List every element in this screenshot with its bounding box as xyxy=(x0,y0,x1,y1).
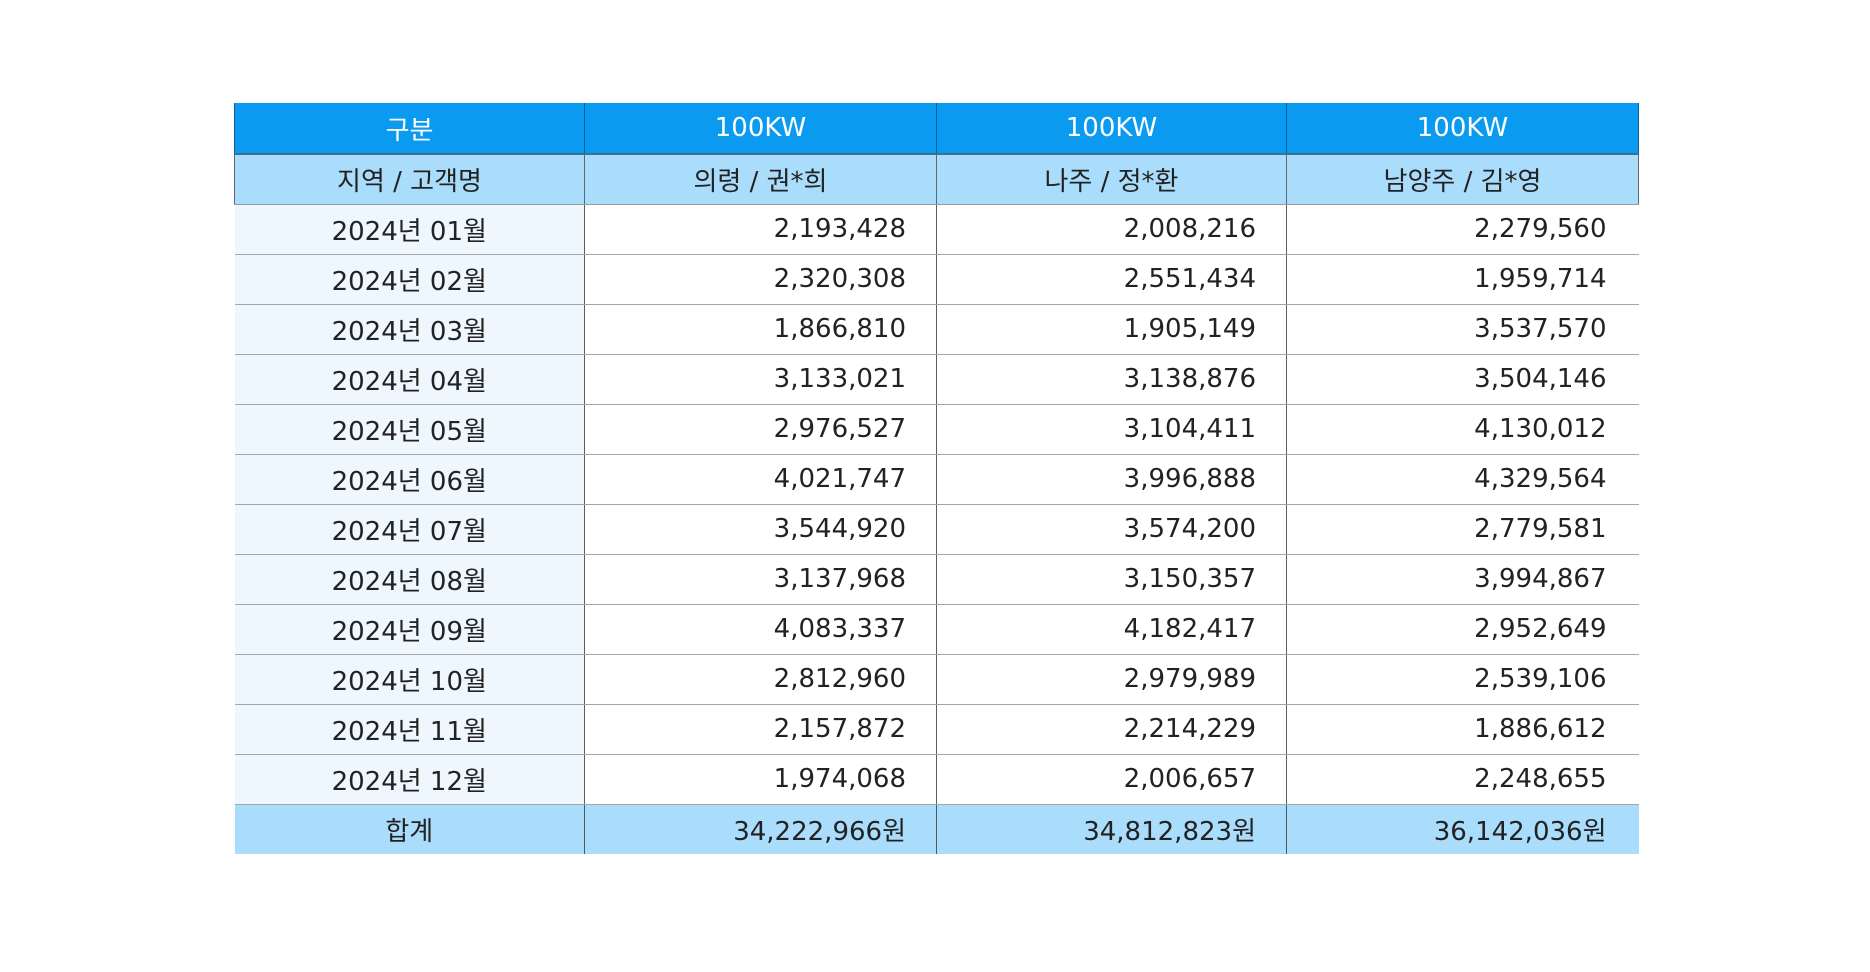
value-cell: 2,248,655 xyxy=(1286,754,1639,805)
period-cell: 2024년 06월 xyxy=(234,454,585,505)
value-cell: 2,279,560 xyxy=(1286,204,1639,255)
value-cell: 2,008,216 xyxy=(936,204,1287,255)
value-cell: 2,952,649 xyxy=(1286,604,1639,655)
table-row: 2024년 04월 3,133,021 3,138,876 3,504,146 xyxy=(234,354,1639,405)
revenue-table-container: 구분 100KW 100KW 100KW 지역 / 고객명 의령 / 권*희 나… xyxy=(234,103,1639,854)
value-cell: 3,133,021 xyxy=(584,354,937,405)
value-cell: 4,329,564 xyxy=(1286,454,1639,505)
table-row: 2024년 12월 1,974,068 2,006,657 2,248,655 xyxy=(234,754,1639,805)
value-cell: 3,996,888 xyxy=(936,454,1287,505)
value-cell: 3,137,968 xyxy=(584,554,937,605)
total-value-cell: 36,142,036원 xyxy=(1286,804,1639,854)
subheader-label-cell: 지역 / 고객명 xyxy=(234,153,585,205)
value-cell: 3,537,570 xyxy=(1286,304,1639,355)
period-cell: 2024년 12월 xyxy=(234,754,585,805)
capacity-header-cell: 100KW xyxy=(584,103,937,154)
capacity-header-cell: 100KW xyxy=(1286,103,1639,154)
value-cell: 3,504,146 xyxy=(1286,354,1639,405)
customer-header-cell: 나주 / 정*환 xyxy=(936,153,1287,205)
customer-header-cell: 남양주 / 김*영 xyxy=(1286,153,1639,205)
value-cell: 2,539,106 xyxy=(1286,654,1639,705)
period-cell: 2024년 01월 xyxy=(234,204,585,255)
total-label-cell: 합계 xyxy=(234,804,585,854)
value-cell: 4,083,337 xyxy=(584,604,937,655)
value-cell: 2,157,872 xyxy=(584,704,937,755)
value-cell: 3,574,200 xyxy=(936,504,1287,555)
value-cell: 1,974,068 xyxy=(584,754,937,805)
value-cell: 4,182,417 xyxy=(936,604,1287,655)
header-label-cell: 구분 xyxy=(234,103,585,154)
value-cell: 4,021,747 xyxy=(584,454,937,505)
value-cell: 3,150,357 xyxy=(936,554,1287,605)
value-cell: 2,812,960 xyxy=(584,654,937,705)
capacity-header-row: 구분 100KW 100KW 100KW xyxy=(234,103,1639,154)
value-cell: 4,130,012 xyxy=(1286,404,1639,455)
period-cell: 2024년 08월 xyxy=(234,554,585,605)
value-cell: 2,779,581 xyxy=(1286,504,1639,555)
table-row: 2024년 06월 4,021,747 3,996,888 4,329,564 xyxy=(234,454,1639,505)
table-row: 2024년 07월 3,544,920 3,574,200 2,779,581 xyxy=(234,504,1639,555)
customer-header-row: 지역 / 고객명 의령 / 권*희 나주 / 정*환 남양주 / 김*영 xyxy=(234,153,1639,205)
customer-header-cell: 의령 / 권*희 xyxy=(584,153,937,205)
total-row: 합계 34,222,966원 34,812,823원 36,142,036원 xyxy=(234,804,1639,854)
value-cell: 2,979,989 xyxy=(936,654,1287,705)
table-row: 2024년 02월 2,320,308 2,551,434 1,959,714 xyxy=(234,254,1639,305)
capacity-header-cell: 100KW xyxy=(936,103,1287,154)
period-cell: 2024년 11월 xyxy=(234,704,585,755)
table-row: 2024년 11월 2,157,872 2,214,229 1,886,612 xyxy=(234,704,1639,755)
value-cell: 3,138,876 xyxy=(936,354,1287,405)
total-value-cell: 34,222,966원 xyxy=(584,804,937,854)
table-row: 2024년 05월 2,976,527 3,104,411 4,130,012 xyxy=(234,404,1639,455)
value-cell: 2,976,527 xyxy=(584,404,937,455)
period-cell: 2024년 07월 xyxy=(234,504,585,555)
value-cell: 1,905,149 xyxy=(936,304,1287,355)
total-value-cell: 34,812,823원 xyxy=(936,804,1287,854)
value-cell: 2,006,657 xyxy=(936,754,1287,805)
period-cell: 2024년 04월 xyxy=(234,354,585,405)
period-cell: 2024년 09월 xyxy=(234,604,585,655)
value-cell: 1,959,714 xyxy=(1286,254,1639,305)
table-row: 2024년 09월 4,083,337 4,182,417 2,952,649 xyxy=(234,604,1639,655)
table-row: 2024년 03월 1,866,810 1,905,149 3,537,570 xyxy=(234,304,1639,355)
value-cell: 3,104,411 xyxy=(936,404,1287,455)
value-cell: 1,886,612 xyxy=(1286,704,1639,755)
value-cell: 1,866,810 xyxy=(584,304,937,355)
period-cell: 2024년 05월 xyxy=(234,404,585,455)
table-row: 2024년 01월 2,193,428 2,008,216 2,279,560 xyxy=(234,204,1639,255)
value-cell: 2,193,428 xyxy=(584,204,937,255)
period-cell: 2024년 03월 xyxy=(234,304,585,355)
value-cell: 2,214,229 xyxy=(936,704,1287,755)
value-cell: 3,994,867 xyxy=(1286,554,1639,605)
monthly-revenue-table: 구분 100KW 100KW 100KW 지역 / 고객명 의령 / 권*희 나… xyxy=(234,103,1639,854)
value-cell: 3,544,920 xyxy=(584,504,937,555)
table-row: 2024년 10월 2,812,960 2,979,989 2,539,106 xyxy=(234,654,1639,705)
period-cell: 2024년 02월 xyxy=(234,254,585,305)
value-cell: 2,551,434 xyxy=(936,254,1287,305)
period-cell: 2024년 10월 xyxy=(234,654,585,705)
table-row: 2024년 08월 3,137,968 3,150,357 3,994,867 xyxy=(234,554,1639,605)
value-cell: 2,320,308 xyxy=(584,254,937,305)
